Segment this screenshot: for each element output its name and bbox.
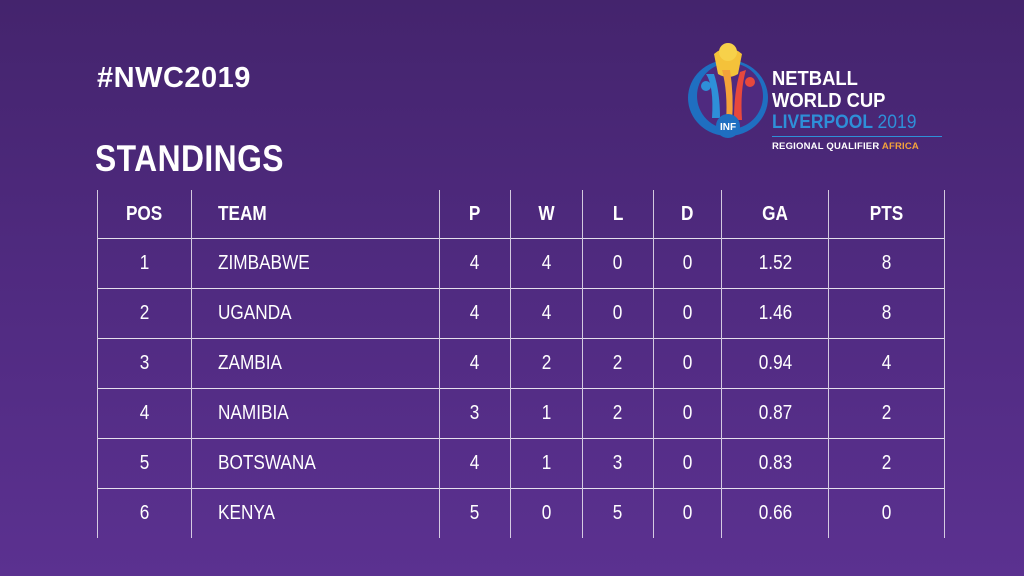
col-header-points: PTS xyxy=(828,190,945,239)
cell-played: 4 xyxy=(439,288,511,339)
table-row: 1 ZIMBABWE 4 4 0 0 1.52 8 xyxy=(97,238,945,289)
cell-team: BOTSWANA xyxy=(191,438,440,489)
cell-pos: 4 xyxy=(97,388,192,439)
cell-goal-average: 0.94 xyxy=(721,338,829,389)
logo-qualifier: REGIONAL QUALIFIER xyxy=(772,141,880,152)
logo-year: 2019 xyxy=(877,112,917,133)
col-header-pos: POS xyxy=(97,190,192,239)
table-header-row: POS TEAM P W L D GA PTS xyxy=(97,190,945,239)
cell-pos: 6 xyxy=(97,488,192,538)
table-row: 2 UGANDA 4 4 0 0 1.46 8 xyxy=(97,288,945,339)
cell-points: 0 xyxy=(828,488,945,538)
cell-played: 5 xyxy=(439,488,511,538)
col-header-drawn: D xyxy=(653,190,722,239)
cell-lost: 3 xyxy=(582,438,654,489)
cell-goal-average: 1.52 xyxy=(721,238,829,289)
cell-pos: 3 xyxy=(97,338,192,389)
col-header-lost: L xyxy=(582,190,654,239)
cell-pos: 1 xyxy=(97,238,192,289)
cell-lost: 5 xyxy=(582,488,654,538)
cell-goal-average: 0.87 xyxy=(721,388,829,439)
hashtag: #NWC2019 xyxy=(97,62,251,94)
cell-drawn: 0 xyxy=(653,488,722,538)
logo-divider xyxy=(772,136,942,137)
cell-points: 2 xyxy=(828,438,945,489)
table-row: 6 KENYA 5 0 5 0 0.66 0 xyxy=(97,488,945,538)
page-title: STANDINGS xyxy=(95,138,284,179)
cell-drawn: 0 xyxy=(653,288,722,339)
cell-goal-average: 0.83 xyxy=(721,438,829,489)
cell-points: 4 xyxy=(828,338,945,389)
cell-points: 8 xyxy=(828,238,945,289)
cell-team: ZAMBIA xyxy=(191,338,440,389)
col-header-team: TEAM xyxy=(191,190,440,239)
cell-team: ZIMBABWE xyxy=(191,238,440,289)
netball-world-cup-logo: INF NETBALL WORLD CUP LIVERPOOL 2019 REG… xyxy=(684,40,954,160)
cell-won: 4 xyxy=(510,288,583,339)
cell-goal-average: 1.46 xyxy=(721,288,829,339)
cell-won: 2 xyxy=(510,338,583,389)
col-header-won: W xyxy=(510,190,583,239)
cell-drawn: 0 xyxy=(653,238,722,289)
cell-team: NAMIBIA xyxy=(191,388,440,439)
cell-won: 4 xyxy=(510,238,583,289)
col-header-played: P xyxy=(439,190,511,239)
cell-goal-average: 0.66 xyxy=(721,488,829,538)
cell-pos: 2 xyxy=(97,288,192,339)
cell-won: 1 xyxy=(510,438,583,489)
logo-region: AFRICA xyxy=(881,141,919,152)
cell-lost: 0 xyxy=(582,238,654,289)
cell-lost: 0 xyxy=(582,288,654,339)
cell-played: 4 xyxy=(439,438,511,489)
cell-drawn: 0 xyxy=(653,388,722,439)
inf-badge: INF xyxy=(720,122,736,133)
logo-line-city: LIVERPOOL 2019 xyxy=(772,112,916,134)
cell-played: 4 xyxy=(439,238,511,289)
cell-points: 2 xyxy=(828,388,945,439)
cell-drawn: 0 xyxy=(653,338,722,389)
cell-lost: 2 xyxy=(582,338,654,389)
cell-won: 1 xyxy=(510,388,583,439)
standings-table: POS TEAM P W L D GA PTS 1 ZIMBABWE 4 4 0 0 1.5… xyxy=(97,190,945,538)
logo-city: LIVERPOOL xyxy=(772,112,873,133)
trophy-logo-icon: INF xyxy=(688,43,768,138)
cell-points: 8 xyxy=(828,288,945,339)
table-row: 4 NAMIBIA 3 1 2 0 0.87 2 xyxy=(97,388,945,439)
logo-line-qualifier: REGIONAL QUALIFIER AFRICA xyxy=(772,141,919,152)
logo-line-netball: NETBALL xyxy=(772,68,858,90)
cell-lost: 2 xyxy=(582,388,654,439)
cell-team: UGANDA xyxy=(191,288,440,339)
cell-team: KENYA xyxy=(191,488,440,538)
cell-pos: 5 xyxy=(97,438,192,489)
cell-played: 3 xyxy=(439,388,511,439)
col-header-goal-average: GA xyxy=(721,190,829,239)
cell-played: 4 xyxy=(439,338,511,389)
table-row: 3 ZAMBIA 4 2 2 0 0.94 4 xyxy=(97,338,945,389)
cell-drawn: 0 xyxy=(653,438,722,489)
table-row: 5 BOTSWANA 4 1 3 0 0.83 2 xyxy=(97,438,945,489)
cell-won: 0 xyxy=(510,488,583,538)
logo-line-world-cup: WORLD CUP xyxy=(772,90,886,112)
